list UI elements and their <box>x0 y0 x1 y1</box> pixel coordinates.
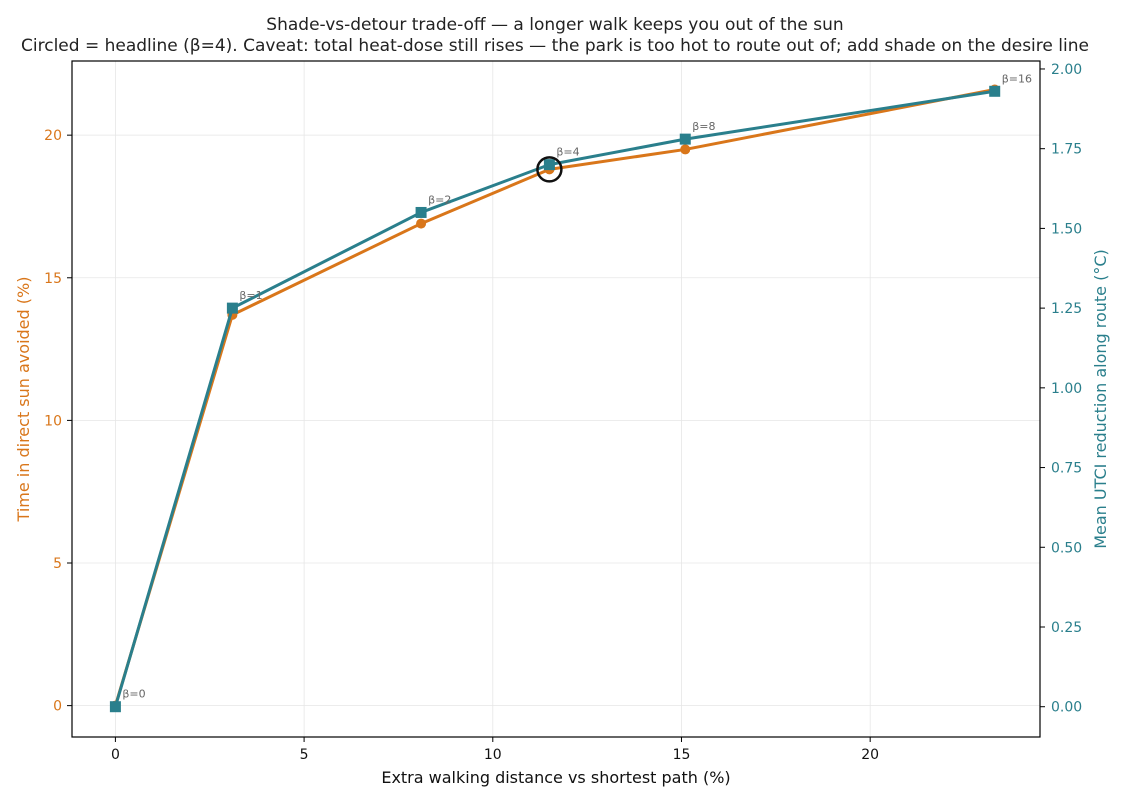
y-left-tick-label: 0 <box>53 699 62 715</box>
y-right-tick-label: 0.50 <box>1051 540 1082 556</box>
point-label: β=8 <box>692 120 715 133</box>
highlight-ring <box>536 156 563 183</box>
x-tick-label: 15 <box>673 747 691 763</box>
y-right-tick-label: 0.25 <box>1051 620 1082 636</box>
chart-title: Shade-vs-detour trade-off — a longer wal… <box>266 15 843 35</box>
point-label: β=0 <box>122 688 145 701</box>
x-tick-label: 10 <box>484 747 502 763</box>
y-left-tick-label: 5 <box>53 556 62 572</box>
annotations: β=0 β=1 β=2 β=4 β=8 β=16 <box>122 72 1032 700</box>
series <box>109 84 1001 713</box>
series-line-right <box>113 89 995 708</box>
x-tick-label: 0 <box>111 747 120 763</box>
y-right-tick-label: 0.00 <box>1051 700 1082 716</box>
data-point-left <box>680 144 691 155</box>
x-tick-label: 5 <box>300 747 309 763</box>
x-axis-label: Extra walking distance vs shortest path … <box>381 768 730 787</box>
data-point-right <box>109 701 121 713</box>
plot-frame <box>71 60 1041 738</box>
y-right-tick-label: 1.50 <box>1051 221 1082 237</box>
data-point-right <box>679 133 691 145</box>
y-left-tick-label: 10 <box>44 413 62 429</box>
x-tick-label: 20 <box>861 747 879 763</box>
series-line-left <box>113 88 995 707</box>
y-left-tick-label: 20 <box>44 128 62 144</box>
chart-subtitle: Circled = headline (β=4). Caveat: total … <box>21 36 1089 56</box>
point-label: β=1 <box>239 289 262 302</box>
y-axis-label-right: Mean UTCI reduction along route (°C) <box>1091 249 1110 549</box>
y-left-tick-label: 15 <box>44 271 62 287</box>
y-right-tick-label: 2.00 <box>1051 62 1082 78</box>
data-point-right <box>415 206 427 218</box>
point-label: β=4 <box>556 146 579 159</box>
data-point-left <box>416 218 427 229</box>
point-label: β=16 <box>1002 72 1032 85</box>
data-point-right <box>543 159 555 171</box>
y-right-tick-label: 1.75 <box>1051 142 1082 158</box>
y-axis-label-left: Time in direct sun avoided (%) <box>14 277 33 523</box>
y-right-tick-label: 0.75 <box>1051 461 1082 477</box>
y-right-tick-label: 1.00 <box>1051 381 1082 397</box>
ticks: 0 5 10 15 20 0 5 10 15 20 0.00 0.25 0.50 0.75 1.00 1.25… <box>44 62 1082 763</box>
grid <box>72 61 1040 737</box>
point-label: β=2 <box>428 193 451 206</box>
data-point-right <box>989 85 1001 97</box>
y-right-tick-label: 1.25 <box>1051 301 1082 317</box>
data-point-right <box>226 302 238 314</box>
